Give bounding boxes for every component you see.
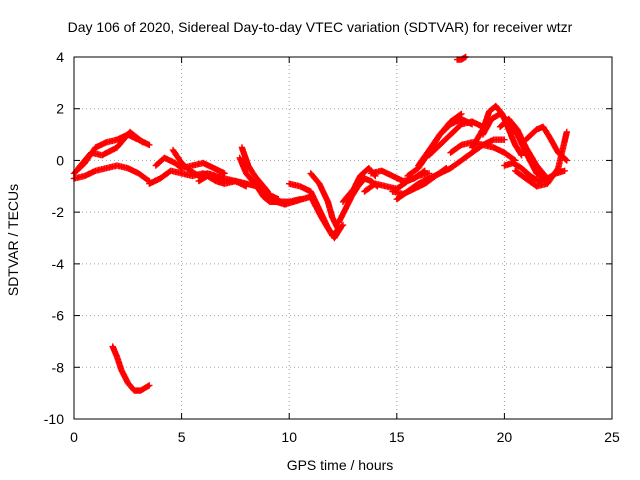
series-track-24	[453, 53, 469, 63]
x-tick-label: 5	[178, 429, 186, 445]
x-axis-label: GPS time / hours	[286, 457, 394, 473]
series-track-13	[286, 180, 344, 242]
data-point-markers	[425, 118, 487, 159]
grid	[74, 57, 612, 419]
axis-ticks: 0 5 10 15 20 25 -10 -8 -6 -4 -2 0 2 4	[44, 49, 620, 445]
y-tick-label: -6	[52, 308, 65, 324]
data-point-markers	[195, 172, 250, 190]
data-point-markers	[286, 180, 344, 242]
series-track-30	[512, 128, 570, 190]
y-tick-label: 4	[56, 49, 64, 65]
data-point-markers	[453, 53, 469, 63]
data-point-markers	[75, 128, 147, 172]
y-tick-label: 0	[56, 152, 64, 168]
data-point-markers	[367, 167, 428, 185]
x-tick-label: 10	[281, 429, 297, 445]
data-point-markers	[496, 115, 551, 182]
y-tick-label: -8	[52, 359, 65, 375]
data-points	[70, 53, 570, 394]
series-track-4	[109, 343, 153, 394]
series-track-3	[75, 128, 147, 172]
series-track-23	[425, 118, 487, 159]
data-point-markers	[512, 128, 570, 190]
series-track-18	[367, 167, 428, 185]
x-tick-label: 15	[389, 429, 405, 445]
data-point-markers	[307, 170, 342, 234]
plot-frame	[73, 56, 613, 420]
series-track-31	[522, 123, 570, 164]
x-tick-label: 25	[604, 429, 620, 445]
y-tick-label: -2	[52, 204, 65, 220]
data-point-markers	[109, 343, 153, 394]
x-tick-label: 20	[497, 429, 513, 445]
x-tick-label: 0	[70, 429, 78, 445]
series-track-8	[195, 172, 250, 190]
data-point-markers	[393, 136, 508, 203]
series-track-20	[393, 136, 508, 203]
y-tick-label: -4	[52, 256, 65, 272]
chart-title: Day 106 of 2020, Sidereal Day-to-day VTE…	[67, 19, 573, 35]
y-tick-label: -10	[44, 411, 64, 427]
y-tick-label: 2	[56, 101, 64, 117]
series-track-28	[496, 115, 551, 182]
data-point-markers	[522, 123, 570, 164]
series-track-14	[307, 170, 342, 234]
